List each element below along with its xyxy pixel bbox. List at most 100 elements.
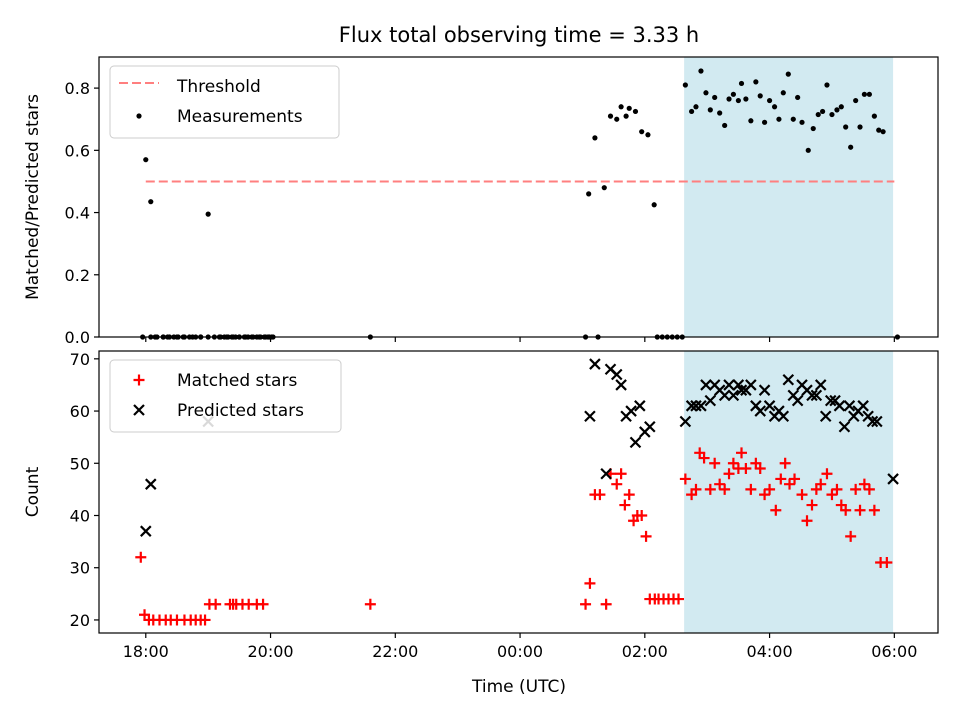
point-0-0-2 bbox=[148, 199, 153, 204]
legend-label-1-0: Matched stars bbox=[177, 371, 297, 391]
y-tick-label-1-60: 60 bbox=[70, 402, 90, 421]
point-0-0-68 bbox=[683, 82, 688, 87]
legend-marker-0-1 bbox=[136, 113, 141, 118]
point-1-0-36 bbox=[641, 531, 652, 542]
point-0-0-86 bbox=[767, 98, 772, 103]
point-1-1-3 bbox=[585, 411, 595, 421]
point-0-0-104 bbox=[853, 98, 858, 103]
point-0-0-76 bbox=[722, 123, 727, 128]
x-tick-label-6: 06:00 bbox=[871, 642, 917, 661]
point-0-0-84 bbox=[758, 93, 763, 98]
point-0-0-23 bbox=[206, 212, 211, 217]
point-0-0-70 bbox=[693, 104, 698, 109]
point-1-0-32 bbox=[624, 489, 635, 500]
point-0-0-55 bbox=[619, 104, 624, 109]
x-tick-label-m2: 22:00 bbox=[372, 642, 418, 661]
point-1-1-0 bbox=[141, 526, 151, 536]
point-0-0-52 bbox=[602, 185, 607, 190]
point-1-0-26 bbox=[594, 489, 605, 500]
point-1-0-31 bbox=[619, 500, 630, 511]
point-1-1-7 bbox=[612, 370, 622, 380]
point-0-0-50 bbox=[586, 191, 591, 196]
point-0-0-97 bbox=[820, 109, 825, 114]
point-1-1-12 bbox=[635, 401, 645, 411]
point-0-0-89 bbox=[781, 90, 786, 95]
point-0-0-101 bbox=[839, 104, 844, 109]
point-0-0-71 bbox=[698, 68, 703, 73]
point-0-0-95 bbox=[811, 126, 816, 131]
point-0-0-53 bbox=[608, 114, 613, 119]
point-0-0-88 bbox=[776, 117, 781, 122]
point-1-0-24 bbox=[584, 578, 595, 589]
point-1-0-29 bbox=[611, 479, 622, 490]
point-0-0-54 bbox=[614, 117, 619, 122]
point-0-0-78 bbox=[731, 92, 736, 97]
chart-title: Flux total observing time = 3.33 h bbox=[339, 23, 699, 47]
point-0-0-75 bbox=[717, 110, 722, 115]
point-0-0-94 bbox=[806, 148, 811, 153]
y-tick-label-0-0.8: 0.8 bbox=[65, 79, 90, 98]
point-0-0-73 bbox=[708, 107, 713, 112]
x-tick-label-4: 04:00 bbox=[747, 642, 793, 661]
point-1-0-21 bbox=[258, 599, 269, 610]
point-0-0-80 bbox=[739, 81, 744, 86]
point-1-1-1 bbox=[146, 479, 156, 489]
y-tick-label-1-30: 30 bbox=[70, 559, 90, 578]
y-tick-label-0-0.0: 0.0 bbox=[65, 328, 90, 347]
legend-label-1-1: Predicted stars bbox=[177, 401, 304, 421]
point-0-0-79 bbox=[736, 98, 741, 103]
legend-0: Threshold Measurements bbox=[110, 66, 339, 138]
x-tick-label-0: 00:00 bbox=[497, 642, 543, 661]
point-0-0-58 bbox=[633, 109, 638, 114]
point-0-0-56 bbox=[624, 114, 629, 119]
y-tick-label-1-50: 50 bbox=[70, 454, 90, 473]
point-0-0-59 bbox=[639, 129, 644, 134]
y-tick-label-0-0.6: 0.6 bbox=[65, 141, 90, 160]
point-0-0-107 bbox=[867, 92, 872, 97]
point-0-0-51 bbox=[592, 135, 597, 140]
y-tick-label-0-0.2: 0.2 bbox=[65, 266, 90, 285]
point-0-0-91 bbox=[791, 117, 796, 122]
point-0-0-103 bbox=[848, 145, 853, 150]
point-0-0-74 bbox=[712, 95, 717, 100]
point-1-1-8 bbox=[616, 380, 626, 390]
legend-label-0-0: Threshold bbox=[176, 77, 261, 97]
point-0-0-87 bbox=[772, 104, 777, 109]
point-1-0-27 bbox=[601, 599, 612, 610]
point-0-0-108 bbox=[872, 114, 877, 119]
point-0-0-106 bbox=[862, 92, 867, 97]
point-0-0-72 bbox=[703, 90, 708, 95]
point-0-0-98 bbox=[824, 82, 829, 87]
x-tick-label-m4: 20:00 bbox=[247, 642, 293, 661]
point-0-0-1 bbox=[143, 157, 148, 162]
point-1-0-30 bbox=[616, 468, 627, 479]
point-0-0-102 bbox=[843, 124, 848, 129]
legend-label-0-1: Measurements bbox=[177, 107, 303, 127]
x-tick-label-2: 02:00 bbox=[622, 642, 668, 661]
point-1-0-14 bbox=[210, 599, 221, 610]
x-tick-label-m6: 18:00 bbox=[123, 642, 169, 661]
point-1-0-43 bbox=[673, 594, 684, 605]
point-1-1-10 bbox=[626, 406, 636, 416]
point-0-0-99 bbox=[829, 112, 834, 117]
point-0-0-93 bbox=[799, 120, 804, 125]
point-1-1-4 bbox=[590, 359, 600, 369]
x-axis-label: Time (UTC) bbox=[471, 677, 566, 697]
point-0-0-81 bbox=[743, 96, 748, 101]
point-0-0-61 bbox=[652, 202, 657, 207]
point-0-0-110 bbox=[881, 129, 886, 134]
point-1-1-11 bbox=[630, 437, 640, 447]
ratio-panel: 0.00.20.40.60.8Matched/Predicted starsTh… bbox=[23, 57, 938, 347]
count-panel: 18:00 20:00 22:00 00:00 02:00 04:00 06:00 20 30 4… bbox=[23, 350, 938, 661]
y-tick-label-0-0.4: 0.4 bbox=[65, 204, 90, 223]
point-0-0-77 bbox=[726, 96, 731, 101]
point-0-0-92 bbox=[795, 95, 800, 100]
point-1-0-0 bbox=[135, 552, 146, 563]
point-0-0-96 bbox=[816, 112, 821, 117]
y-tick-label-1-70: 70 bbox=[70, 350, 90, 369]
point-0-0-69 bbox=[689, 109, 694, 114]
point-0-0-90 bbox=[786, 72, 791, 77]
point-1-1-14 bbox=[645, 422, 655, 432]
point-0-0-105 bbox=[857, 124, 862, 129]
point-0-0-82 bbox=[748, 118, 753, 123]
